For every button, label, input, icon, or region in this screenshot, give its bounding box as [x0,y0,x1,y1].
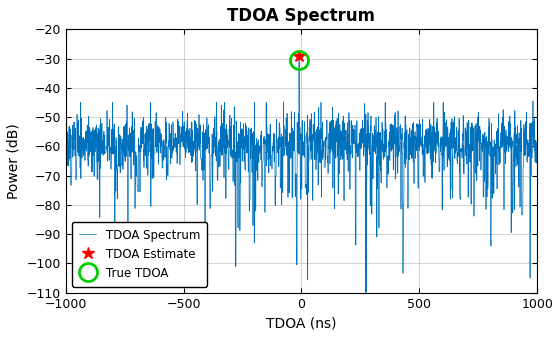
Legend: TDOA Spectrum, TDOA Estimate, True TDOA: TDOA Spectrum, TDOA Estimate, True TDOA [72,222,207,287]
X-axis label: TDOA (ns): TDOA (ns) [266,316,337,330]
TDOA Spectrum [383,186,390,190]
Title: TDOA Spectrum: TDOA Spectrum [227,7,375,25]
TDOA Spectrum [534,141,540,145]
TDOA Spectrum [362,290,369,294]
TDOA Spectrum [268,153,275,157]
TDOA Spectrum [296,54,302,58]
TDOA Spectrum [300,153,306,157]
TDOA Spectrum [156,139,162,143]
TDOA Spectrum [263,143,270,147]
Y-axis label: Power (dB): Power (dB) [7,123,21,199]
TDOA Spectrum [62,118,69,122]
Line: TDOA Spectrum: TDOA Spectrum [66,56,537,292]
TDOA Spectrum [129,150,136,154]
